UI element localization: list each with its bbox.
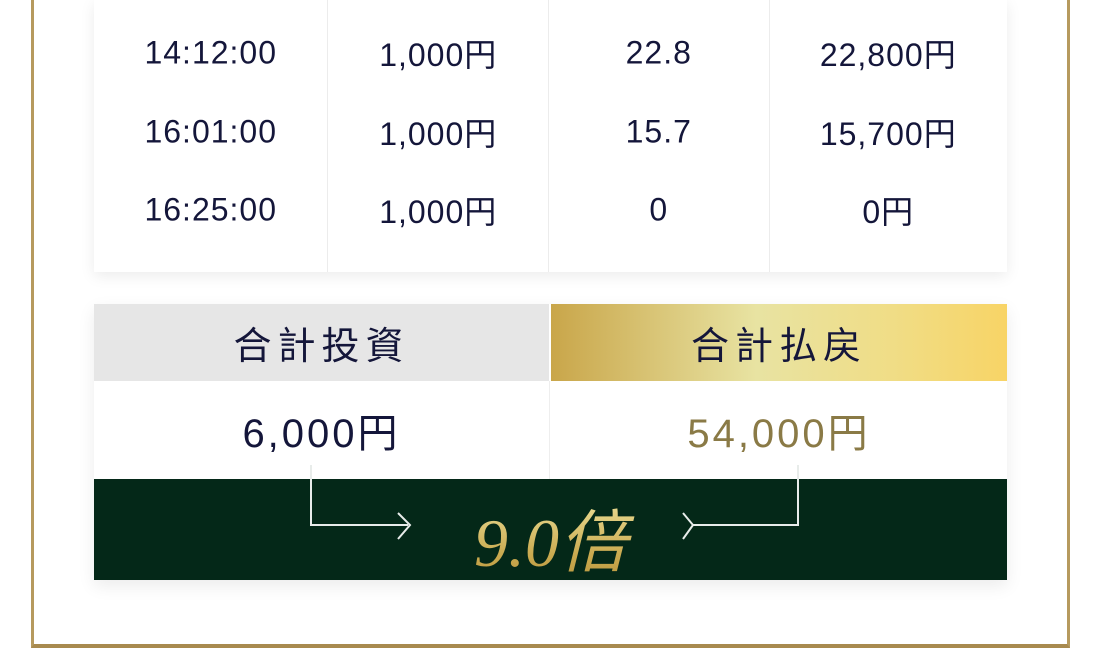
cell-payout: 0円 <box>862 194 915 230</box>
cell-odds: 22.8 <box>625 34 692 71</box>
total-investment-label: 合計投資 <box>94 304 549 381</box>
return-ratio-banner: 9.0倍 <box>94 479 1007 581</box>
cell-payout: 22,800円 <box>819 37 957 73</box>
column-bet: 1,000円 1,000円 1,000円 <box>328 0 549 272</box>
cell-payout: 15,700円 <box>819 116 957 152</box>
cell-time: 16:01:00 <box>144 113 278 150</box>
cell-odds: 0 <box>649 191 669 228</box>
column-payout: 22,800円 15,700円 0円 <box>770 0 1007 272</box>
results-table: 14:12:00 16:01:00 16:25:00 1,000円 1,000円… <box>94 0 1007 272</box>
cell-time: 14:12:00 <box>144 34 278 71</box>
cell-time: 16:25:00 <box>144 191 278 228</box>
cell-bet: 1,000円 <box>379 194 498 230</box>
total-payout-value: 54,000円 <box>551 381 1007 479</box>
summary-panel: 合計投資 合計払戻 6,000円 54,000円 9.0倍 <box>94 304 1007 581</box>
total-payout-label: 合計払戻 <box>551 304 1007 381</box>
column-odds: 22.8 15.7 0 <box>549 0 770 272</box>
total-investment-value: 6,000円 <box>94 381 550 479</box>
cell-bet: 1,000円 <box>379 116 498 152</box>
cell-bet: 1,000円 <box>379 37 498 73</box>
gold-frame <box>31 0 1070 648</box>
return-ratio: 9.0倍 <box>94 487 1007 586</box>
cell-odds: 15.7 <box>625 113 692 150</box>
column-time: 14:12:00 16:01:00 16:25:00 <box>94 0 329 272</box>
